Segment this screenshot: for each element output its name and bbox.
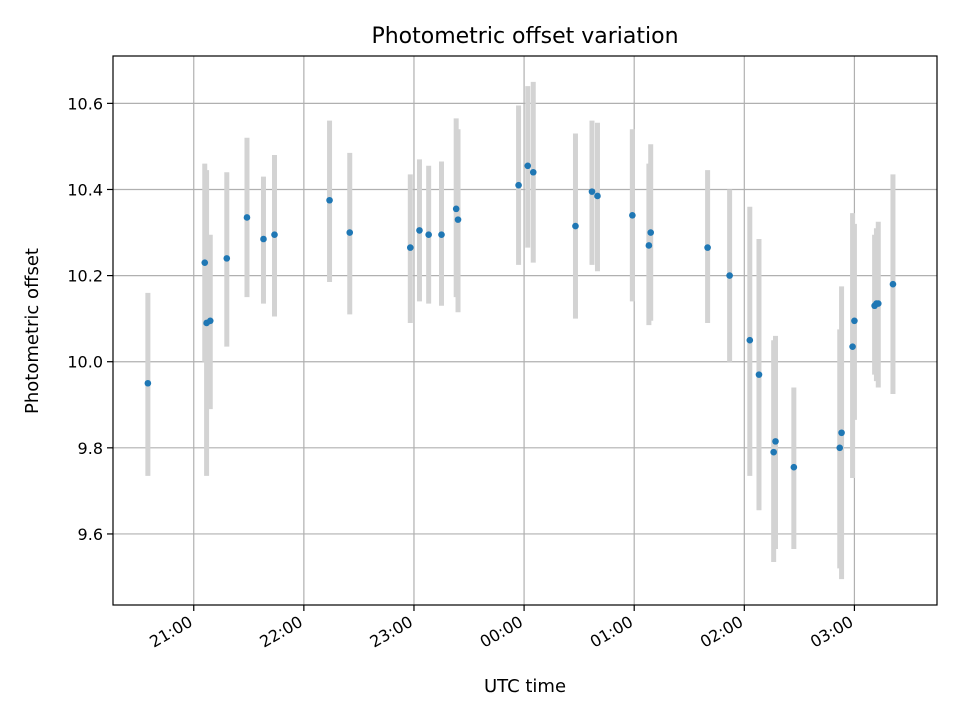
- data-points: [144, 162, 897, 471]
- y-tick-label: 10.4: [67, 180, 103, 199]
- data-point: [572, 222, 579, 230]
- data-point: [243, 214, 251, 221]
- data-point: [271, 231, 278, 238]
- y-axis-label: Photometric offset: [22, 248, 43, 414]
- y-tick-label: 10.6: [67, 94, 103, 113]
- data-point: [772, 438, 779, 445]
- data-point: [206, 317, 214, 325]
- data-point: [790, 463, 798, 471]
- data-point: [524, 162, 532, 170]
- data-point: [144, 379, 152, 387]
- data-point: [326, 196, 333, 204]
- data-point: [454, 216, 462, 223]
- y-tick-label: 9.6: [78, 525, 103, 544]
- plot-frame: [112, 55, 938, 606]
- chart-title: Photometric offset variation: [371, 24, 678, 49]
- data-point: [594, 192, 601, 200]
- data-point: [849, 343, 856, 350]
- data-point: [529, 168, 537, 176]
- data-point: [346, 229, 354, 236]
- data-point: [223, 255, 231, 262]
- y-tick-label: 9.8: [78, 439, 103, 458]
- data-point: [851, 317, 858, 325]
- data-point: [645, 242, 653, 249]
- data-point: [407, 244, 414, 251]
- data-point: [836, 444, 844, 452]
- data-point: [515, 181, 522, 189]
- grid-lines: [113, 56, 937, 605]
- data-point: [629, 212, 636, 219]
- data-point: [704, 244, 711, 251]
- data-point: [647, 229, 655, 236]
- x-axis-label: UTC time: [484, 676, 566, 697]
- data-point: [726, 272, 733, 279]
- y-tick-label: 10.2: [67, 267, 103, 286]
- data-point: [260, 235, 267, 243]
- data-point: [755, 371, 763, 378]
- data-point: [416, 227, 423, 234]
- plot-area-background: [113, 56, 937, 605]
- data-point: [746, 336, 754, 344]
- data-point: [588, 188, 596, 195]
- data-point: [452, 205, 460, 213]
- data-point: [438, 231, 445, 238]
- y-axis-ticks: 9.6 9.8 10.0 10.2 10.4 10.6: [67, 94, 113, 544]
- data-point: [770, 448, 777, 456]
- data-point: [425, 231, 432, 238]
- y-tick-label: 10.0: [67, 353, 103, 372]
- data-point: [889, 280, 897, 288]
- data-point: [838, 429, 845, 437]
- data-point: [201, 259, 209, 266]
- data-point: [874, 300, 882, 307]
